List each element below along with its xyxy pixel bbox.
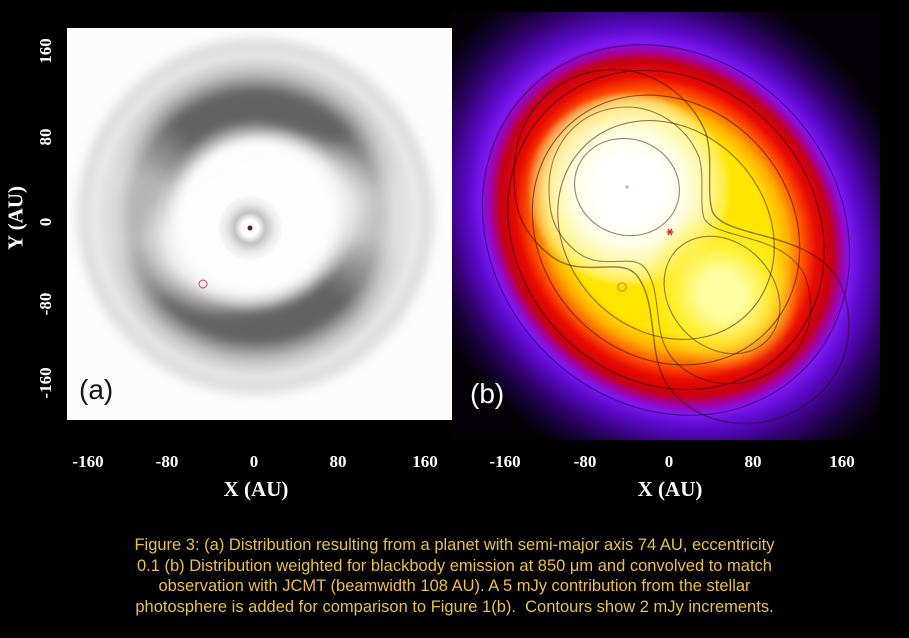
contour-lines: [481, 44, 851, 425]
x-axis-title-left: X (AU): [223, 477, 289, 501]
y-tick-label: 0: [36, 217, 55, 227]
x-tick-label: 0: [249, 452, 259, 471]
x-tick-label: 160: [829, 452, 855, 471]
caption-line: Figure 3: (a) Distribution resulting fro…: [134, 536, 775, 554]
x-tick-label: 160: [412, 452, 438, 471]
x-tick-label: 80: [744, 452, 762, 471]
contour-line: [663, 235, 781, 355]
x-tick-label: 80: [329, 452, 347, 471]
contour-line: [481, 44, 851, 416]
caption-line: 0.1 (b) Distribution weighted for blackb…: [136, 556, 772, 575]
x-tick-label: -160: [489, 452, 521, 471]
planet-marker-circle: [617, 282, 627, 292]
panel-b-heatmap: (b): [452, 12, 880, 440]
x-axis-title-right: X (AU): [637, 477, 703, 501]
panel-b-label: (b): [470, 378, 505, 409]
caption-line: observation with JCMT (beamwidth 108 AU)…: [158, 577, 751, 595]
contour-line: [557, 120, 775, 340]
caption-line: photosphere is added for comparison to F…: [135, 597, 774, 616]
x-tick-label: 0: [664, 452, 674, 471]
contour-line: [548, 106, 812, 385]
contour-line: [531, 94, 801, 366]
panel-a-heatmap: (a): [67, 28, 452, 420]
star-marker-asterisk: [666, 228, 674, 236]
y-tick-label: -80: [36, 292, 55, 316]
contour-line: [513, 68, 850, 425]
y-tick-label: 160: [36, 38, 55, 64]
x-tick-label: -80: [573, 452, 597, 471]
x-tick-label: -80: [155, 452, 179, 471]
y-axis-title: Y (AU): [3, 186, 28, 250]
y-tick-label: 80: [36, 128, 55, 146]
star-marker-dot: [247, 225, 253, 231]
contour-line: [574, 137, 680, 237]
peak-center-dot: [625, 185, 629, 189]
panel-a-label: (a): [79, 374, 114, 405]
figure-caption: Figure 3: (a) Distribution resulting fro…: [0, 535, 909, 617]
contour-line: [507, 69, 825, 391]
planet-marker-circle: [198, 279, 208, 289]
y-tick-label: -160: [36, 367, 55, 399]
x-tick-label: -160: [72, 452, 104, 471]
